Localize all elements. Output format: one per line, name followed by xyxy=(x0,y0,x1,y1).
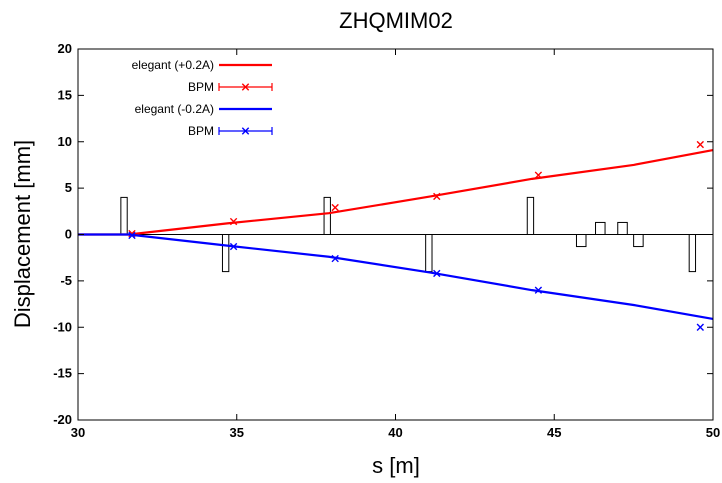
element-box-9 xyxy=(688,234,697,273)
y-tick-label-7: 15 xyxy=(58,87,72,102)
x-tick-label-0: 30 xyxy=(71,425,85,440)
series-3-point-2 xyxy=(331,254,339,263)
y-tick-label-0: -20 xyxy=(53,412,72,427)
legend-label-3: BPM xyxy=(188,124,214,138)
legend-label-0: elegant (+0.2A) xyxy=(132,58,214,72)
element-box-8 xyxy=(633,234,644,248)
series-1-point-1 xyxy=(229,217,238,226)
y-axis-label: Displacement [mm] xyxy=(10,140,35,328)
series-line-0 xyxy=(78,149,714,236)
series-3-point-1 xyxy=(229,242,238,251)
x-tick-label-4: 50 xyxy=(706,425,720,440)
x-tick-label-3: 45 xyxy=(547,425,561,440)
x-axis-label: s [m] xyxy=(372,453,420,478)
y-tick-label-5: 5 xyxy=(65,180,72,195)
series-1-point-5 xyxy=(696,140,704,149)
series-1-point-4-b xyxy=(534,171,543,179)
element-box-7 xyxy=(617,221,628,236)
series-3-point-5-b xyxy=(696,323,704,331)
series-3-point-3 xyxy=(433,269,441,278)
series-1-point-2 xyxy=(331,203,339,212)
element-box-1 xyxy=(221,234,230,273)
x-tick-label-1: 35 xyxy=(230,425,244,440)
y-tick-label-8: 20 xyxy=(58,41,72,56)
series-1-point-4 xyxy=(534,171,543,179)
series-line-2 xyxy=(78,233,714,320)
legend-label-2: elegant (-0.2A) xyxy=(135,102,214,116)
element-box-5 xyxy=(575,234,587,248)
series-3-point-4-b xyxy=(534,286,543,294)
y-tick-label-4: 0 xyxy=(65,227,72,242)
y-tick-label-3: -5 xyxy=(60,273,72,288)
ticks-layer: 30 35 40 45 50 -20 -15 -10 -5 0 5 10 15 20 xyxy=(53,41,720,440)
series-1-point-2-b xyxy=(331,203,339,212)
legend-marker-3-b xyxy=(241,127,250,135)
y-tick-label-1: -15 xyxy=(53,366,72,381)
series-3-point-2-b xyxy=(331,254,339,263)
series-3-point-1-b xyxy=(229,242,238,251)
y-tick-label-6: 10 xyxy=(58,134,72,149)
chart-title: ZHQMIM02 xyxy=(339,8,453,33)
series-3-point-4 xyxy=(534,286,543,294)
y-tick-label-2: -10 xyxy=(53,319,72,334)
series-1-point-5-b xyxy=(696,140,704,149)
element-box-4 xyxy=(526,196,535,235)
series-1-point-1-b xyxy=(229,217,238,226)
element-box-2 xyxy=(323,196,331,235)
legend: elegant (+0.2A) BPM elegant (-0.2A) BPM xyxy=(132,58,273,138)
legend-marker-3 xyxy=(241,127,250,135)
series-3-point-5 xyxy=(696,323,704,331)
plot-layer xyxy=(78,140,714,331)
x-tick-label-2: 40 xyxy=(388,425,402,440)
element-box-0 xyxy=(120,196,128,235)
element-box-3 xyxy=(425,234,433,273)
series-1-point-3-b xyxy=(433,192,441,201)
series-3-point-0 xyxy=(128,231,136,240)
series-1-point-3 xyxy=(433,192,441,201)
legend-label-1: BPM xyxy=(188,80,214,94)
series-3-point-0-b xyxy=(128,231,136,240)
legend-marker-1-b xyxy=(241,83,250,91)
legend-marker-1 xyxy=(241,83,250,91)
series-3-point-3-b xyxy=(433,269,441,278)
element-box-6 xyxy=(595,221,606,236)
